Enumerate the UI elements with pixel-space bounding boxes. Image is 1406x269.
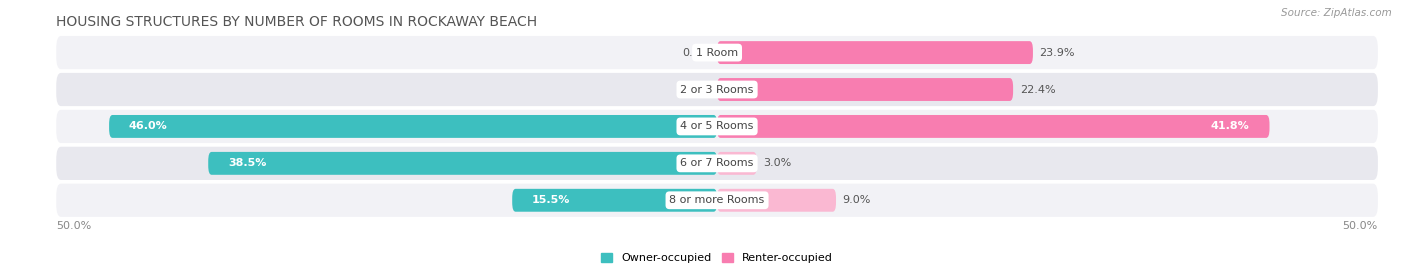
- FancyBboxPatch shape: [717, 152, 756, 175]
- Text: 0.0%: 0.0%: [682, 84, 710, 94]
- Text: 0.0%: 0.0%: [682, 48, 710, 58]
- Text: 46.0%: 46.0%: [129, 121, 167, 132]
- Text: 15.5%: 15.5%: [531, 195, 571, 205]
- Text: 6 or 7 Rooms: 6 or 7 Rooms: [681, 158, 754, 168]
- FancyBboxPatch shape: [56, 147, 1378, 180]
- FancyBboxPatch shape: [717, 41, 1033, 64]
- Text: 41.8%: 41.8%: [1211, 121, 1250, 132]
- Text: 38.5%: 38.5%: [228, 158, 266, 168]
- FancyBboxPatch shape: [110, 115, 717, 138]
- Text: 3.0%: 3.0%: [763, 158, 792, 168]
- FancyBboxPatch shape: [56, 73, 1378, 106]
- Text: 22.4%: 22.4%: [1019, 84, 1056, 94]
- Text: 8 or more Rooms: 8 or more Rooms: [669, 195, 765, 205]
- Text: 50.0%: 50.0%: [56, 221, 91, 231]
- Text: HOUSING STRUCTURES BY NUMBER OF ROOMS IN ROCKAWAY BEACH: HOUSING STRUCTURES BY NUMBER OF ROOMS IN…: [56, 15, 537, 29]
- FancyBboxPatch shape: [512, 189, 717, 212]
- FancyBboxPatch shape: [56, 110, 1378, 143]
- Legend: Owner-occupied, Renter-occupied: Owner-occupied, Renter-occupied: [596, 249, 838, 268]
- FancyBboxPatch shape: [717, 78, 1014, 101]
- FancyBboxPatch shape: [56, 36, 1378, 69]
- FancyBboxPatch shape: [717, 189, 837, 212]
- Text: 4 or 5 Rooms: 4 or 5 Rooms: [681, 121, 754, 132]
- FancyBboxPatch shape: [208, 152, 717, 175]
- Text: 50.0%: 50.0%: [1343, 221, 1378, 231]
- Text: 23.9%: 23.9%: [1039, 48, 1076, 58]
- Text: 1 Room: 1 Room: [696, 48, 738, 58]
- Text: 2 or 3 Rooms: 2 or 3 Rooms: [681, 84, 754, 94]
- Text: Source: ZipAtlas.com: Source: ZipAtlas.com: [1281, 8, 1392, 18]
- Text: 9.0%: 9.0%: [842, 195, 870, 205]
- FancyBboxPatch shape: [56, 184, 1378, 217]
- FancyBboxPatch shape: [717, 115, 1270, 138]
